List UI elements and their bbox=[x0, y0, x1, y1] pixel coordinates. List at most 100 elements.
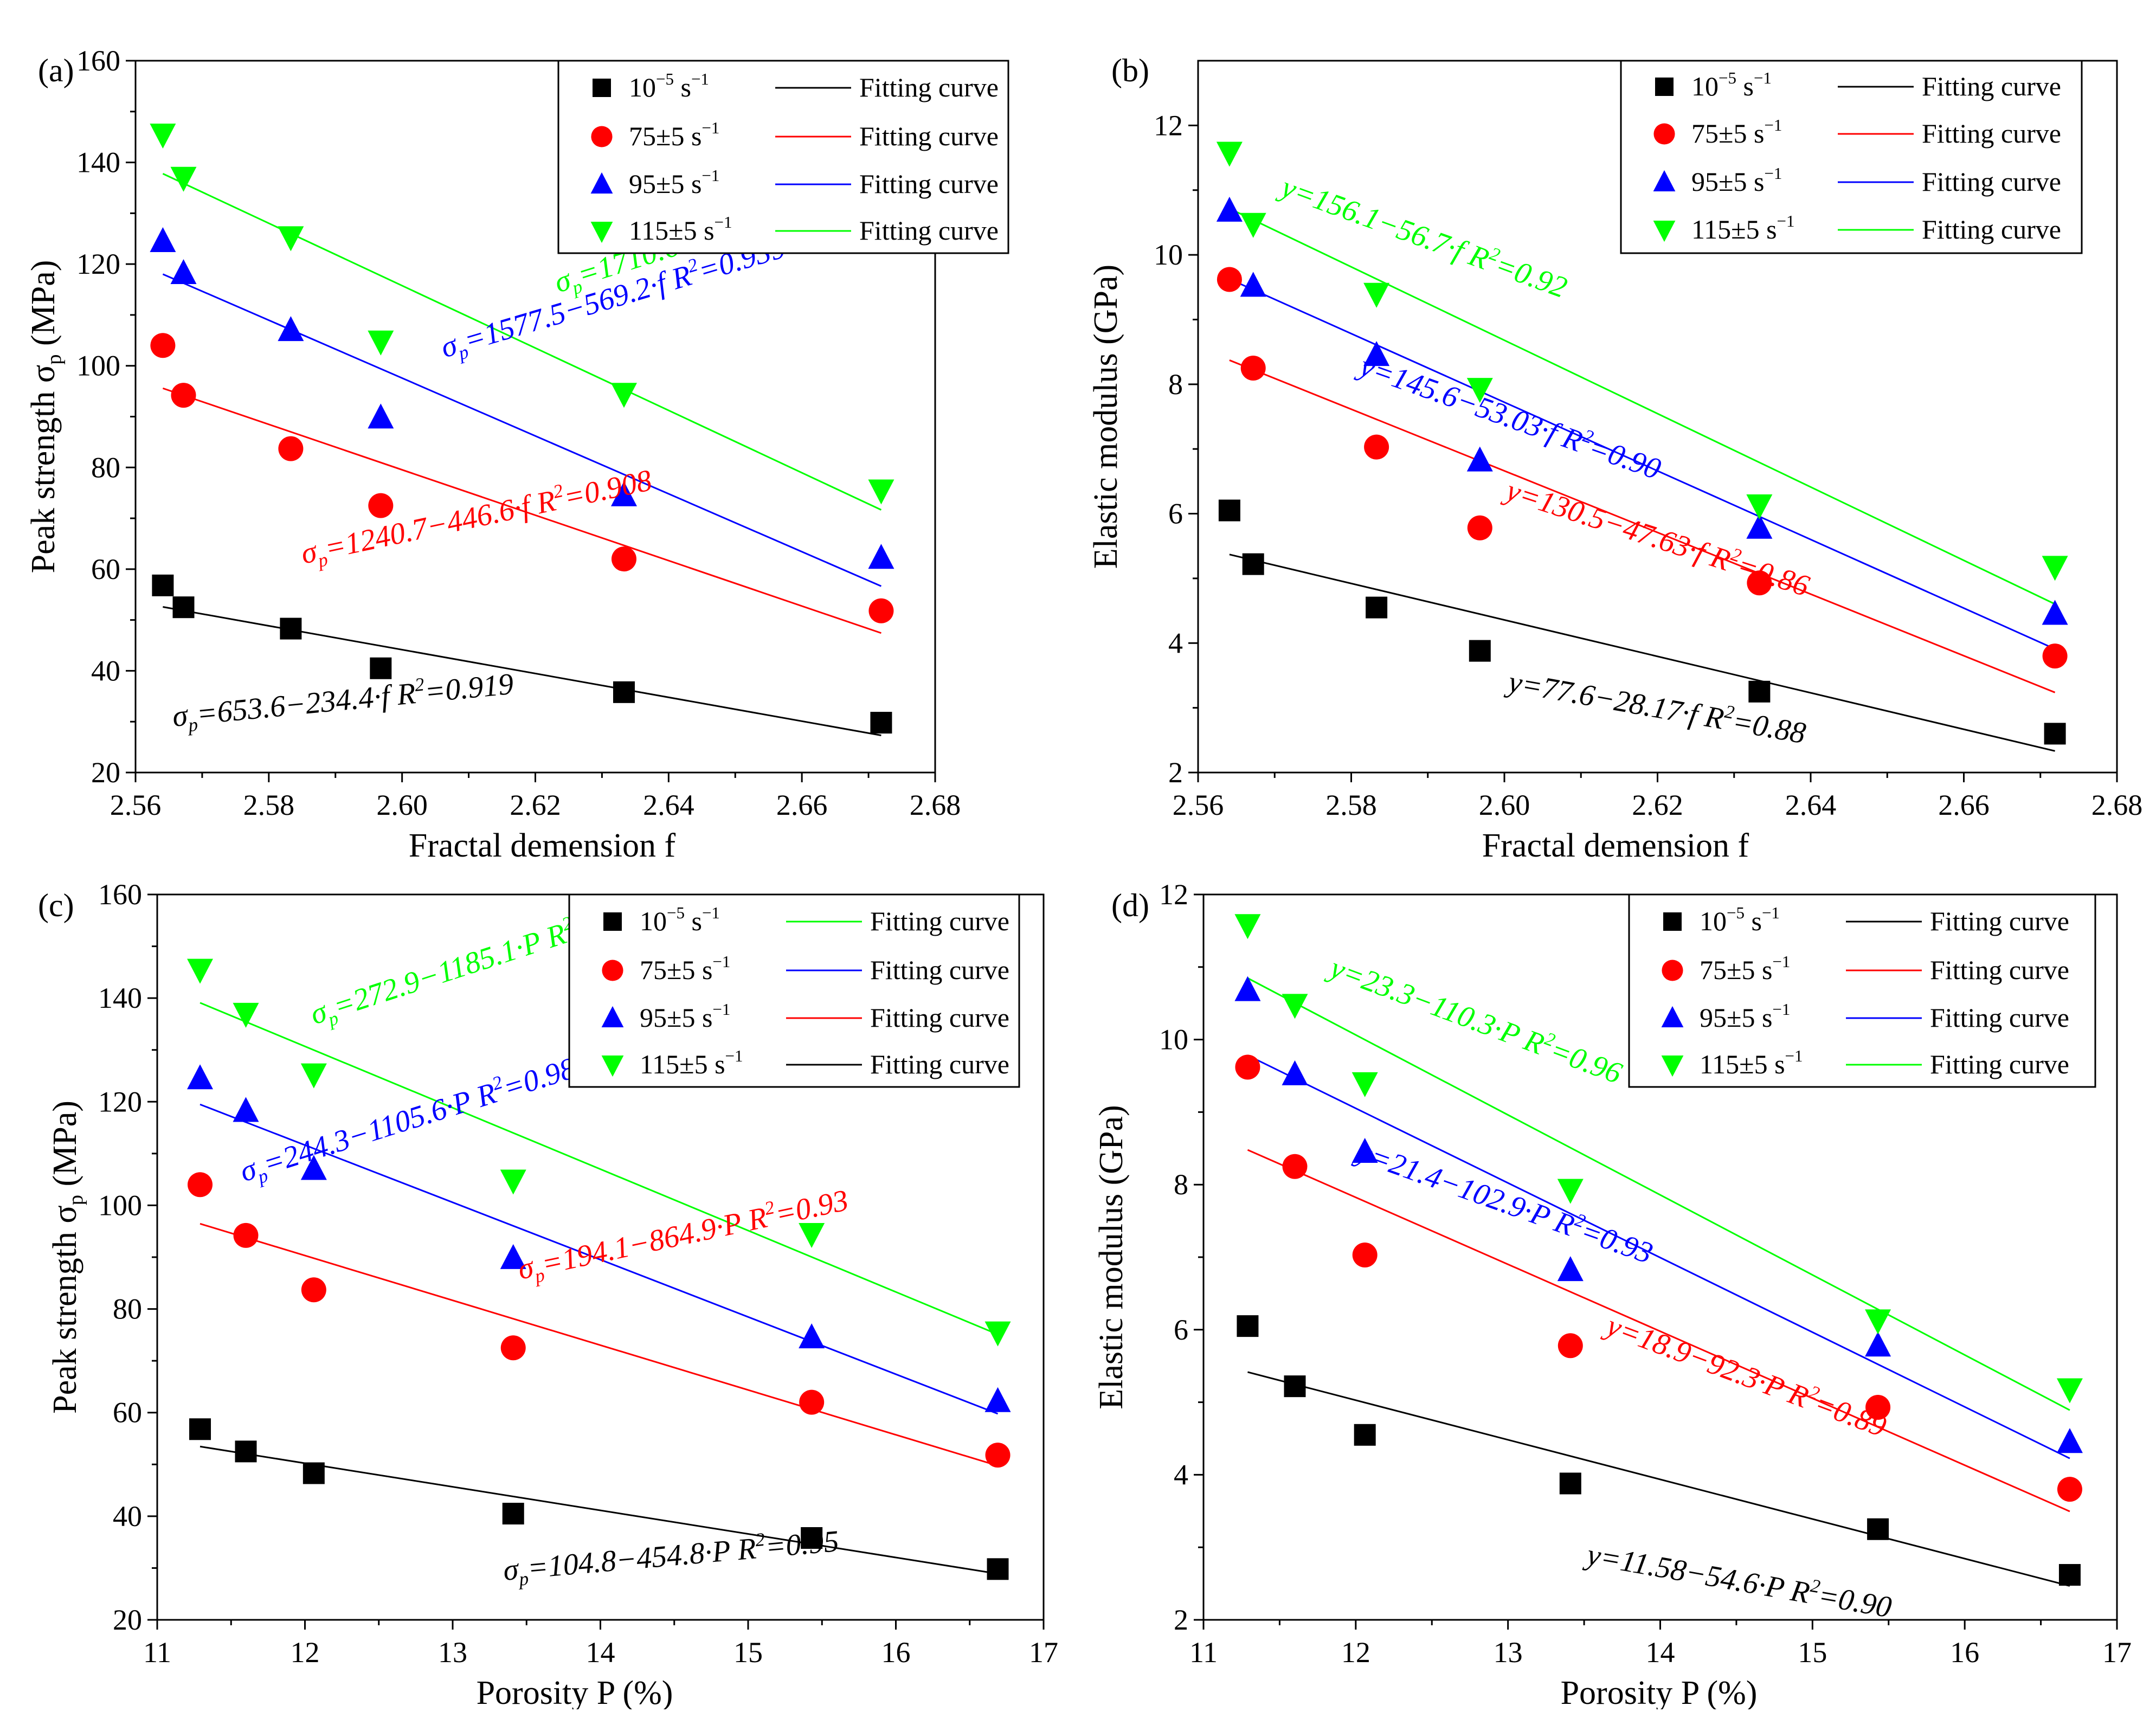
y-tick-label: 80 bbox=[91, 451, 120, 484]
data-point bbox=[2044, 723, 2066, 745]
y-axis-title: Peak strength σp (MPa) bbox=[47, 1100, 87, 1414]
data-point bbox=[368, 330, 394, 356]
y-tick-label: 10 bbox=[1159, 1024, 1188, 1056]
data-point bbox=[278, 436, 304, 461]
data-point bbox=[610, 383, 637, 408]
data-point bbox=[868, 598, 894, 623]
y-tick-label: 20 bbox=[91, 756, 120, 789]
x-axis-title: Fractal demension f bbox=[1482, 827, 1749, 864]
x-axis-title: Fractal demension f bbox=[409, 827, 676, 864]
legend-label: 10−5 s−1 bbox=[640, 903, 720, 936]
chart-panel-2: (b) 2.56 2.58 2.60 2.62 2.64 2.66 2.68 2 4 6 8 10 12 F… bbox=[1087, 53, 2142, 864]
x-tick-label: 17 bbox=[1029, 1636, 1058, 1669]
x-tick-label: 14 bbox=[1646, 1636, 1675, 1669]
x-tick-label: 2.56 bbox=[1173, 789, 1224, 821]
legend-marker bbox=[590, 172, 613, 194]
data-point bbox=[1354, 1424, 1376, 1446]
data-point bbox=[188, 1172, 213, 1198]
data-point bbox=[1282, 994, 1308, 1019]
data-point bbox=[1351, 1072, 1378, 1097]
data-point bbox=[1746, 513, 1773, 539]
data-point bbox=[1351, 1137, 1378, 1163]
y-tick-label: 140 bbox=[98, 982, 142, 1014]
y-tick-label: 12 bbox=[1154, 109, 1183, 141]
fit-equation-label: y=18.9−92.3·P R2=0.89 bbox=[1600, 1306, 1891, 1444]
fit-line-4 bbox=[1247, 977, 2070, 1411]
legend-label: 10−5 s−1 bbox=[629, 69, 709, 102]
x-tick-label: 2.68 bbox=[2091, 789, 2143, 821]
legend-box bbox=[1628, 893, 2096, 1088]
data-point bbox=[233, 1222, 259, 1248]
data-point bbox=[500, 1335, 526, 1361]
fit-line-1 bbox=[1229, 553, 2055, 752]
fit-line-2 bbox=[199, 1222, 998, 1467]
data-point bbox=[1467, 515, 1492, 540]
data-point bbox=[2058, 1564, 2081, 1586]
data-point bbox=[2056, 1378, 2083, 1404]
data-point bbox=[189, 1418, 211, 1440]
data-point bbox=[1234, 914, 1261, 939]
panel-label: (b) bbox=[1111, 53, 1149, 88]
legend-marker bbox=[1653, 170, 1676, 191]
data-point bbox=[1240, 355, 1266, 381]
panel-label: (c) bbox=[38, 887, 74, 923]
legend-marker bbox=[1653, 123, 1675, 145]
x-tick-label: 2.66 bbox=[1938, 789, 1990, 821]
data-point bbox=[368, 403, 394, 429]
data-point bbox=[801, 1527, 823, 1549]
data-point bbox=[1216, 196, 1243, 222]
data-point bbox=[233, 1097, 259, 1122]
legend-fit-label: Fitting curve bbox=[870, 955, 1009, 985]
legend-fit-label: Fitting curve bbox=[859, 215, 999, 246]
fit-equation-label: σp=104.8−454.8·P R2=0.95 bbox=[501, 1522, 840, 1591]
legend-marker bbox=[1662, 960, 1683, 981]
legend-fit-label: Fitting curve bbox=[1930, 906, 2069, 936]
data-point bbox=[985, 1443, 1011, 1468]
y-axis-title: Peak strength σp (MPa) bbox=[25, 260, 66, 574]
fit-line-3 bbox=[162, 273, 882, 587]
data-point bbox=[1867, 1518, 1889, 1540]
data-point bbox=[172, 596, 195, 619]
data-point bbox=[233, 1002, 259, 1028]
data-point bbox=[170, 259, 197, 285]
data-point bbox=[1352, 1242, 1378, 1267]
data-point bbox=[799, 1389, 825, 1415]
x-tick-label: 13 bbox=[438, 1636, 467, 1669]
x-axis-title: Porosity P (%) bbox=[477, 1675, 673, 1709]
x-tick-label: 16 bbox=[881, 1636, 911, 1669]
legend-fit-label: Fitting curve bbox=[1922, 71, 2061, 101]
legend-marker bbox=[1663, 912, 1682, 931]
x-axis-title: Porosity P (%) bbox=[1561, 1675, 1758, 1709]
y-tick-label: 40 bbox=[113, 1500, 142, 1533]
legend-marker bbox=[601, 1055, 624, 1077]
x-tick-label: 2.60 bbox=[376, 789, 428, 821]
fit-equation-label: y=145.6−53.03·f R2=0.90 bbox=[1353, 346, 1666, 486]
chart-panel-1: (a) 2.56 2.58 2.60 2.62 2.64 2.66 2.68 20 40 60 80 1… bbox=[25, 44, 1009, 864]
legend-fit-label: Fitting curve bbox=[859, 169, 999, 199]
y-tick-label: 40 bbox=[91, 654, 120, 687]
legend-fit-label: Fitting curve bbox=[859, 121, 999, 151]
data-point bbox=[1217, 267, 1242, 292]
legend-label: 10−5 s−1 bbox=[1700, 903, 1780, 936]
data-point bbox=[500, 1244, 526, 1269]
data-point bbox=[301, 1277, 326, 1303]
legend-fit-label: Fitting curve bbox=[1930, 1002, 2069, 1033]
data-point bbox=[2042, 556, 2068, 581]
x-tick-label: 2.62 bbox=[1632, 789, 1683, 821]
data-point bbox=[1557, 1179, 1584, 1204]
data-point bbox=[1865, 1331, 1891, 1357]
y-tick-label: 80 bbox=[113, 1293, 142, 1325]
data-point bbox=[1469, 640, 1491, 662]
fit-line-4 bbox=[199, 1002, 999, 1335]
data-point bbox=[613, 681, 635, 703]
x-tick-label: 2.64 bbox=[643, 789, 694, 821]
data-point bbox=[2042, 643, 2068, 669]
data-point bbox=[2057, 1477, 2082, 1502]
data-point bbox=[987, 1558, 1009, 1580]
legend-marker bbox=[590, 222, 613, 243]
data-point bbox=[1748, 680, 1771, 703]
y-tick-label: 4 bbox=[1174, 1458, 1188, 1491]
y-tick-label: 120 bbox=[76, 248, 120, 280]
legend-label: 115±5 s−1 bbox=[640, 1046, 743, 1079]
data-point bbox=[150, 227, 176, 252]
